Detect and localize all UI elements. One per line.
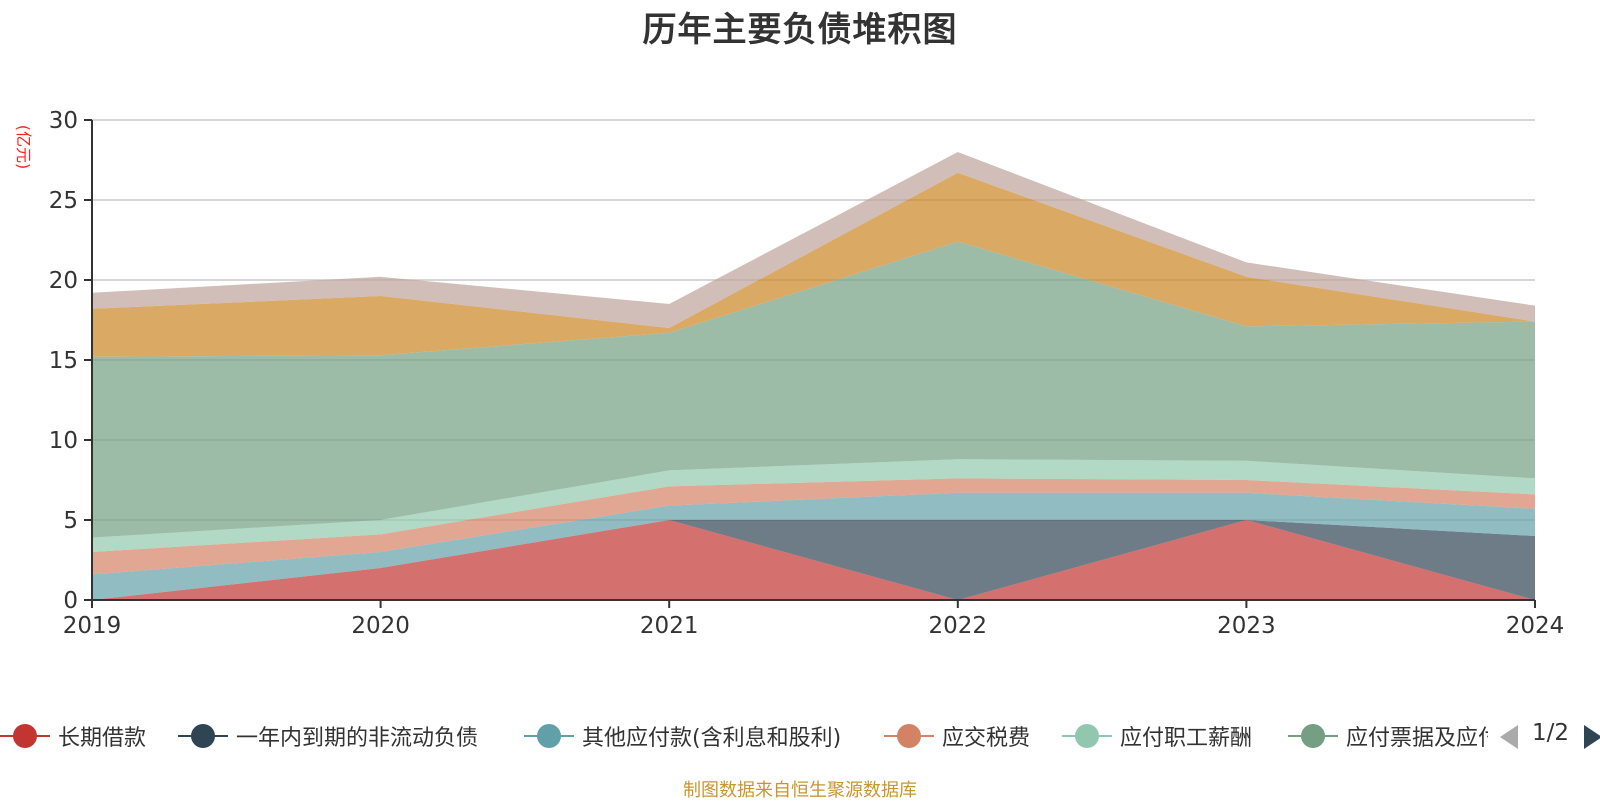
source-note: 制图数据来自恒生聚源数据库 <box>683 780 917 801</box>
x-tick-label: 2021 <box>640 613 699 639</box>
x-tick-label: 2022 <box>929 613 988 639</box>
stacked-area-chart: 0 5 10 15 20 25 30 2019 2020 2021 2022 2023 2024 <box>49 108 1565 639</box>
legend-marker-dot <box>191 724 215 748</box>
y-tick-label: 30 <box>49 108 78 134</box>
legend-label: 应交税费 <box>942 726 1031 751</box>
x-tick-label: 2024 <box>1506 613 1565 639</box>
legend-label: 一年内到期的非流动负债 <box>236 726 479 751</box>
legend-prev-page-icon[interactable] <box>1500 725 1518 749</box>
legend-marker-icon <box>178 721 228 751</box>
area-series-1 <box>92 520 1535 600</box>
legend-item-3[interactable]: 应交税费 <box>884 718 1030 754</box>
area-series-7 <box>92 152 1535 328</box>
legend-next-page-icon[interactable] <box>1584 725 1600 749</box>
y-tick-label: 25 <box>49 188 78 214</box>
area-series-4 <box>92 459 1535 552</box>
legend-label: 长期借款 <box>58 726 147 751</box>
legend-pager: 1/2 <box>1492 718 1600 754</box>
legend-item-2[interactable]: 其他应付款(含利息和股利) <box>524 718 841 754</box>
y-tick-label: 0 <box>63 588 78 614</box>
x-tick-label: 2019 <box>63 613 122 639</box>
area-series-6 <box>92 172 1535 357</box>
area-series-5 <box>92 241 1535 538</box>
y-tick-label: 10 <box>49 428 78 454</box>
legend: 长期借款 一年内到期的非流动负债 其他应付款(含利息和股利) 应交税费 应付职工薪酬 应付… <box>0 718 1600 754</box>
legend-item-0[interactable]: 长期借款 <box>0 718 146 754</box>
legend-item-5[interactable]: 应付票据及应付账款 <box>1288 718 1488 754</box>
area-series-3 <box>92 478 1535 575</box>
y-tick-label: 20 <box>49 268 78 294</box>
legend-marker-icon <box>0 721 50 751</box>
legend-item-1[interactable]: 一年内到期的非流动负债 <box>178 718 478 754</box>
x-tick-label: 2023 <box>1217 613 1276 639</box>
legend-marker-dot <box>897 724 921 748</box>
legend-marker-dot <box>1075 724 1099 748</box>
axes: 0 5 10 15 20 25 30 2019 2020 2021 2022 2023 2024 <box>49 108 1565 639</box>
chart-title: 历年主要负债堆积图 <box>642 10 958 50</box>
legend-marker-icon <box>1288 721 1338 751</box>
x-tick-label: 2020 <box>351 613 410 639</box>
legend-marker-dot <box>1301 724 1325 748</box>
legend-label: 应付职工薪酬 <box>1120 726 1253 751</box>
legend-item-4[interactable]: 应付职工薪酬 <box>1062 718 1252 754</box>
legend-label: 其他应付款(含利息和股利) <box>582 726 842 751</box>
legend-marker-dot <box>13 724 37 748</box>
area-series <box>92 152 1535 600</box>
area-series-2 <box>92 492 1535 600</box>
legend-marker-icon <box>524 721 574 751</box>
legend-label: 应付票据及应付账款 <box>1346 726 1488 751</box>
legend-marker-dot <box>537 724 561 748</box>
y-tick-label: 5 <box>63 508 78 534</box>
legend-marker-icon <box>884 721 934 751</box>
legend-items: 长期借款 一年内到期的非流动负债 其他应付款(含利息和股利) 应交税费 应付职工薪酬 应付… <box>0 718 1488 754</box>
y-tick-label: 15 <box>49 348 78 374</box>
legend-marker-icon <box>1062 721 1112 751</box>
legend-page-indicator: 1/2 <box>1532 720 1570 746</box>
